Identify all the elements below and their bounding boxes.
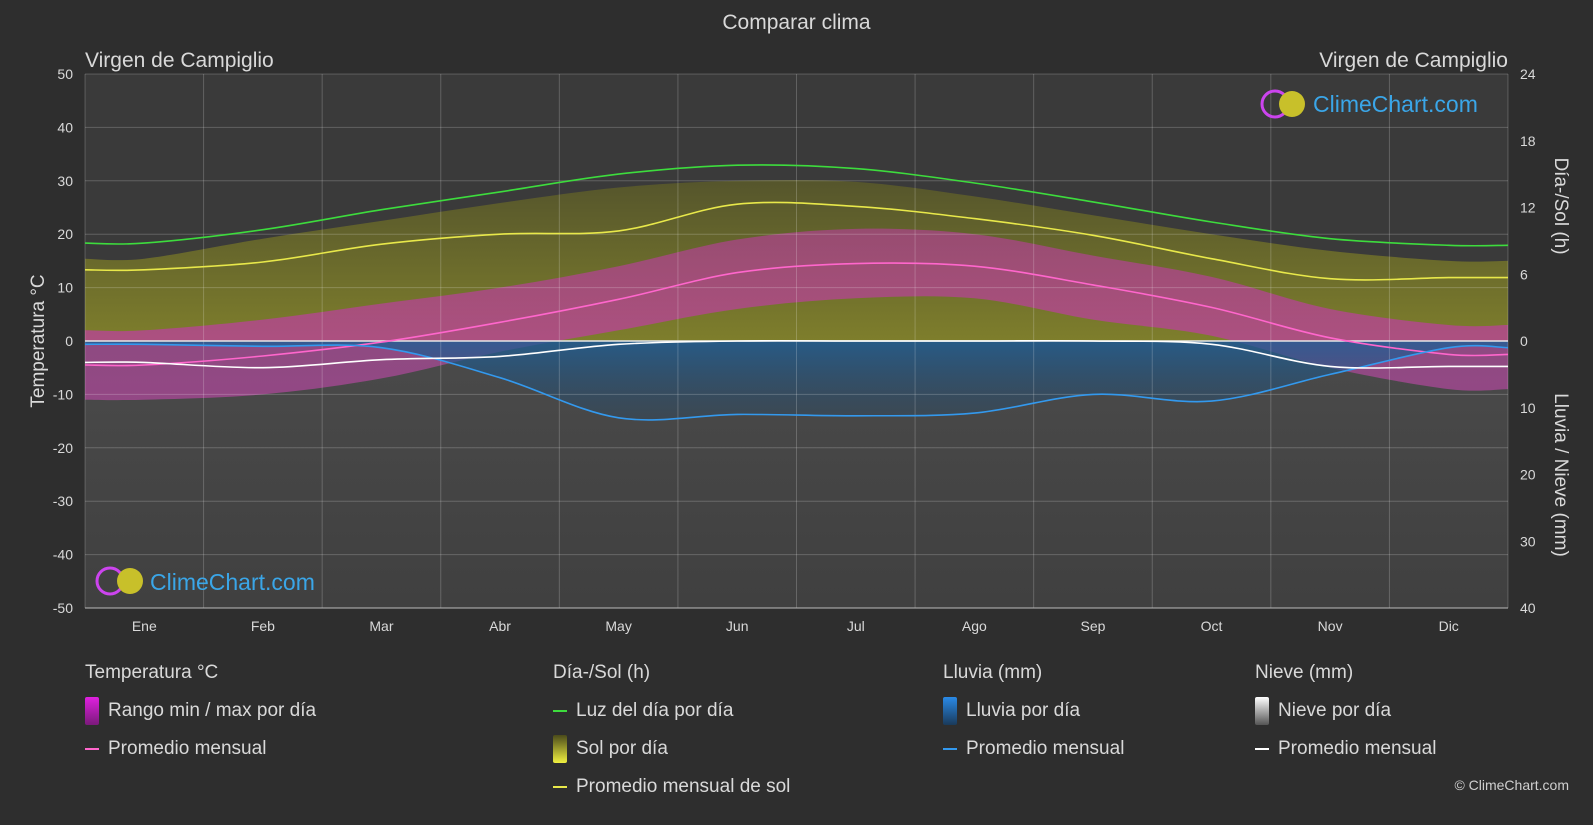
- y-tick-label-right-top: 12: [1520, 200, 1536, 216]
- legend-item: Lluvia por día: [943, 697, 1124, 725]
- location-right: Virgen de Campiglio: [1319, 49, 1508, 72]
- watermark-text-top: ClimeChart.com: [1313, 91, 1478, 117]
- sun-avg-swatch: [553, 786, 567, 788]
- x-tick-label: Ago: [962, 618, 987, 634]
- left-axis-label: Temperatura °C: [28, 274, 49, 407]
- legend-label: Promedio mensual de sol: [576, 776, 791, 797]
- legend-label: Sol por día: [576, 738, 668, 759]
- x-tick-label: Ene: [132, 618, 157, 634]
- y-tick-label-right-top: 24: [1520, 66, 1536, 82]
- legend-label: Promedio mensual: [1278, 738, 1437, 759]
- x-tick-label: Abr: [489, 618, 511, 634]
- legend-group-rain: Lluvia (mm) Lluvia por día Promedio mens…: [943, 662, 1124, 776]
- legend-group-sun: Día-/Sol (h) Luz del día por día Sol por…: [553, 662, 790, 814]
- y-tick-label-right-bottom: 20: [1520, 467, 1536, 483]
- legend-title: Temperatura °C: [85, 662, 219, 683]
- y-tick-label-right-bottom: 40: [1520, 600, 1536, 616]
- legend-label: Promedio mensual: [966, 738, 1125, 759]
- y-tick-label-left: -10: [53, 386, 73, 402]
- legend-label: Luz del día por día: [576, 700, 734, 721]
- x-tick-label: Nov: [1318, 618, 1343, 634]
- legend-label: Lluvia por día: [966, 700, 1081, 721]
- legend-label: Promedio mensual: [108, 738, 267, 759]
- y-tick-label-right-top: 0: [1520, 333, 1528, 349]
- legend-label: Rango min / max por día: [108, 700, 317, 721]
- legend-group-temperature: Temperatura °C Rango min / max por día P…: [85, 662, 316, 776]
- logo-sun-icon: [117, 568, 143, 594]
- y-tick-label-left: 20: [57, 226, 73, 242]
- y-tick-label-right-bottom: 30: [1520, 533, 1536, 549]
- y-tick-label-left: 0: [65, 333, 73, 349]
- legend-item: Luz del día por día: [553, 700, 790, 722]
- snow-average-line: [84, 339, 1508, 369]
- temperature-average-line: [84, 262, 1509, 367]
- x-tick-label: Sep: [1080, 618, 1105, 634]
- watermark-text-bottom: ClimeChart.com: [150, 569, 315, 595]
- y-tick-label-left: 40: [57, 119, 73, 135]
- x-tick-label: Jun: [726, 618, 749, 634]
- legend-group-snow: Nieve (mm) Nieve por día Promedio mensua…: [1255, 662, 1436, 776]
- legend-item: Rango min / max por día: [85, 697, 317, 725]
- y-tick-label-left: -20: [53, 440, 73, 456]
- legend-item: Promedio mensual de sol: [553, 776, 790, 798]
- legend-item: Promedio mensual: [943, 738, 1124, 760]
- watermark-bottom: ClimeChart.com: [95, 566, 315, 596]
- x-tick-label: Feb: [251, 618, 275, 634]
- daylight-line: [84, 164, 1509, 247]
- daylight-swatch: [553, 710, 567, 712]
- y-tick-label-right-top: 18: [1520, 133, 1536, 149]
- x-tick-label: May: [605, 618, 631, 634]
- logo-sun-icon: [1279, 91, 1305, 117]
- x-tick-label: Dic: [1439, 618, 1459, 634]
- rain-average-line: [84, 343, 1509, 421]
- legend-item: Nieve por día: [1255, 697, 1436, 725]
- legend-title: Lluvia (mm): [943, 662, 1043, 683]
- legend-title: Día-/Sol (h): [553, 662, 651, 683]
- plot-fills: [85, 180, 1508, 608]
- rain-per-day-area: [85, 341, 1508, 420]
- legend-item: Promedio mensual: [85, 738, 316, 760]
- y-tick-label-left: 30: [57, 173, 73, 189]
- sun-swatch: [553, 735, 567, 763]
- plot-lines: [84, 164, 1509, 421]
- y-tick-label-left: 10: [57, 280, 73, 296]
- legend-item: Promedio mensual: [1255, 738, 1436, 760]
- y-tick-label-left: -30: [53, 493, 73, 509]
- legend-label: Nieve por día: [1278, 700, 1392, 721]
- y-tick-label-right-top: 6: [1520, 266, 1528, 282]
- snow-swatch: [1255, 697, 1269, 725]
- right-axis-bottom-label: Lluvia / Nieve (mm): [1550, 393, 1571, 557]
- y-tick-label-left: -40: [53, 547, 73, 563]
- x-tick-label: Mar: [369, 618, 393, 634]
- location-left: Virgen de Campiglio: [85, 49, 274, 72]
- right-axis-top-label: Día-/Sol (h): [1550, 157, 1571, 254]
- chart-title: Comparar clima: [722, 11, 871, 34]
- copyright: © ClimeChart.com: [1454, 777, 1569, 793]
- watermark-top: ClimeChart.com: [1260, 89, 1478, 119]
- legend-item: Sol por día: [553, 735, 790, 763]
- sun-average-line: [84, 201, 1509, 281]
- y-tick-label-left: -50: [53, 600, 73, 616]
- x-tick-label: Oct: [1201, 618, 1223, 634]
- legend-title: Nieve (mm): [1255, 662, 1354, 683]
- snow-avg-swatch: [1255, 748, 1269, 750]
- temp-avg-swatch: [85, 748, 99, 750]
- rain-avg-swatch: [943, 748, 957, 750]
- axes: 50 40 30 20 10 0 -10 -20 -30 -40 -50 24 18 12 6 0 10 20 30…: [53, 66, 1536, 634]
- temp-range-swatch: [85, 697, 99, 725]
- x-tick-label: Jul: [847, 618, 865, 634]
- rain-swatch: [943, 697, 957, 725]
- y-tick-label-right-bottom: 10: [1520, 400, 1536, 416]
- y-tick-label-left: 50: [57, 66, 73, 82]
